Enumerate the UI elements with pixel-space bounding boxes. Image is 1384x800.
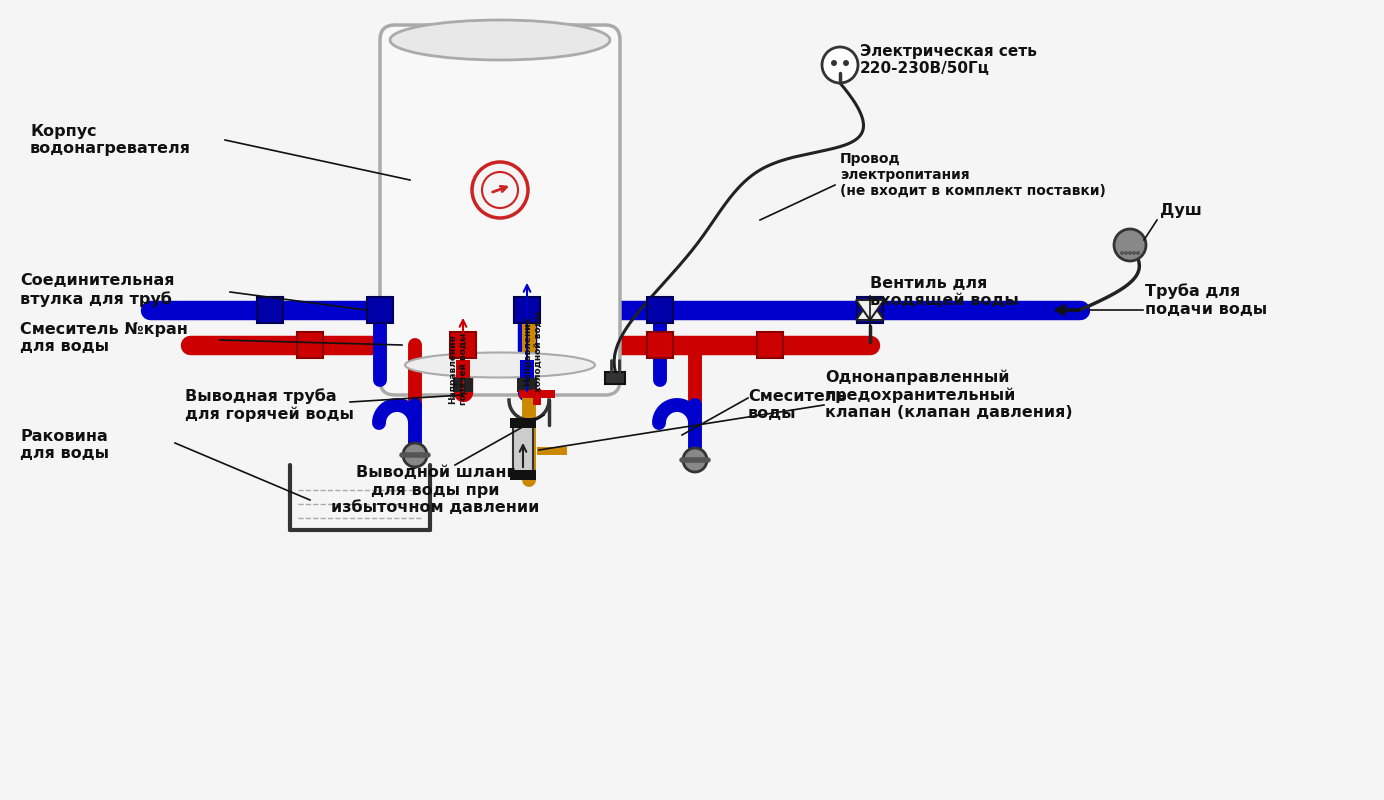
Bar [513,424,533,476]
Bar [518,378,537,392]
Polygon shape [855,300,884,320]
Circle shape [1124,251,1128,255]
Bar [455,360,471,385]
Bar [298,332,322,358]
Bar [450,332,476,358]
Bar [509,418,536,428]
Circle shape [482,172,518,208]
Bar [509,470,536,480]
Text: Выводной шланг
для воды при
избыточном давлении: Выводной шланг для воды при избыточном д… [331,465,540,515]
Circle shape [822,47,858,83]
Bar [605,372,626,384]
Bar [537,447,567,455]
Circle shape [830,60,837,66]
Text: Корпус
водонагревателя: Корпус водонагревателя [30,124,191,156]
Text: Вентиль для
входящей воды: Вентиль для входящей воды [871,276,1019,308]
Bar [520,360,534,385]
Text: Соединительная
втулка для труб: Соединительная втулка для труб [19,274,174,306]
Ellipse shape [406,353,595,378]
Text: Смеситель №кран
для воды: Смеситель №кран для воды [19,322,188,354]
Bar [646,297,673,323]
Text: Выводная труба
для горячей воды: Выводная труба для горячей воды [185,388,354,422]
Bar [519,390,555,398]
Text: Направление
холодной воды: Направление холодной воды [523,310,543,391]
Polygon shape [855,300,884,320]
Bar [257,297,282,323]
Circle shape [843,60,848,66]
FancyBboxPatch shape [381,25,620,395]
Bar [367,297,393,323]
Circle shape [1114,229,1146,261]
Circle shape [682,448,707,472]
Bar [533,389,541,405]
Circle shape [1136,251,1140,255]
Text: Смеситель
воды: Смеситель воды [747,389,847,421]
Text: Труба для
подачи воды: Труба для подачи воды [1145,283,1268,317]
Circle shape [1128,251,1132,255]
Bar [757,332,783,358]
Text: Провод
электропитания
(не входит в комплект поставки): Провод электропитания (не входит в компл… [840,152,1106,198]
Text: Раковина
для воды: Раковина для воды [19,429,109,461]
Text: Однонаправленный
предохранительный
клапан (клапан давления): Однонаправленный предохранительный клапа… [825,370,1073,421]
Text: Направление
горячей воды: Направление горячей воды [448,333,468,405]
Circle shape [1120,251,1124,255]
Bar [453,378,473,392]
Circle shape [403,443,428,467]
Text: Душ: Душ [1160,202,1201,218]
Bar [513,297,540,323]
Bar [857,297,883,323]
Circle shape [1132,251,1136,255]
Circle shape [472,162,529,218]
Bar [646,332,673,358]
Ellipse shape [390,20,610,60]
Text: Электрическая сеть
220-230В/50Гц: Электрическая сеть 220-230В/50Гц [859,44,1037,76]
